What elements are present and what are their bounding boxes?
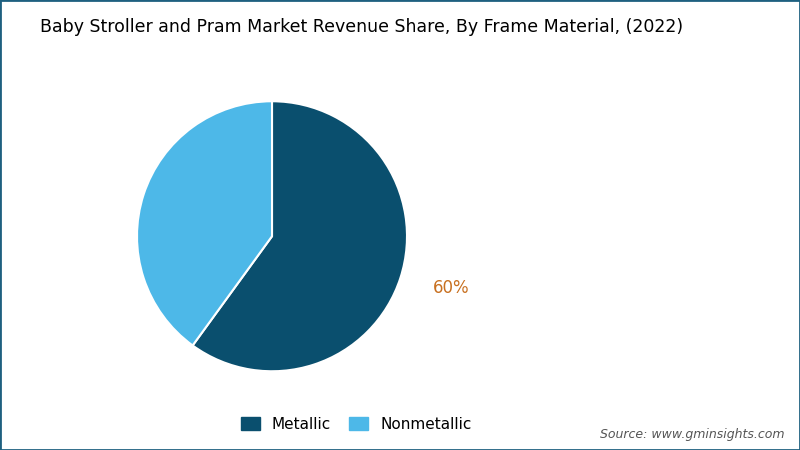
Text: 60%: 60%: [433, 279, 469, 297]
Wedge shape: [137, 101, 272, 346]
Text: Source: www.gminsights.com: Source: www.gminsights.com: [599, 428, 784, 441]
Legend: Metallic, Nonmetallic: Metallic, Nonmetallic: [235, 410, 478, 438]
Text: Baby Stroller and Pram Market Revenue Share, By Frame Material, (2022): Baby Stroller and Pram Market Revenue Sh…: [40, 18, 683, 36]
Wedge shape: [193, 101, 407, 371]
